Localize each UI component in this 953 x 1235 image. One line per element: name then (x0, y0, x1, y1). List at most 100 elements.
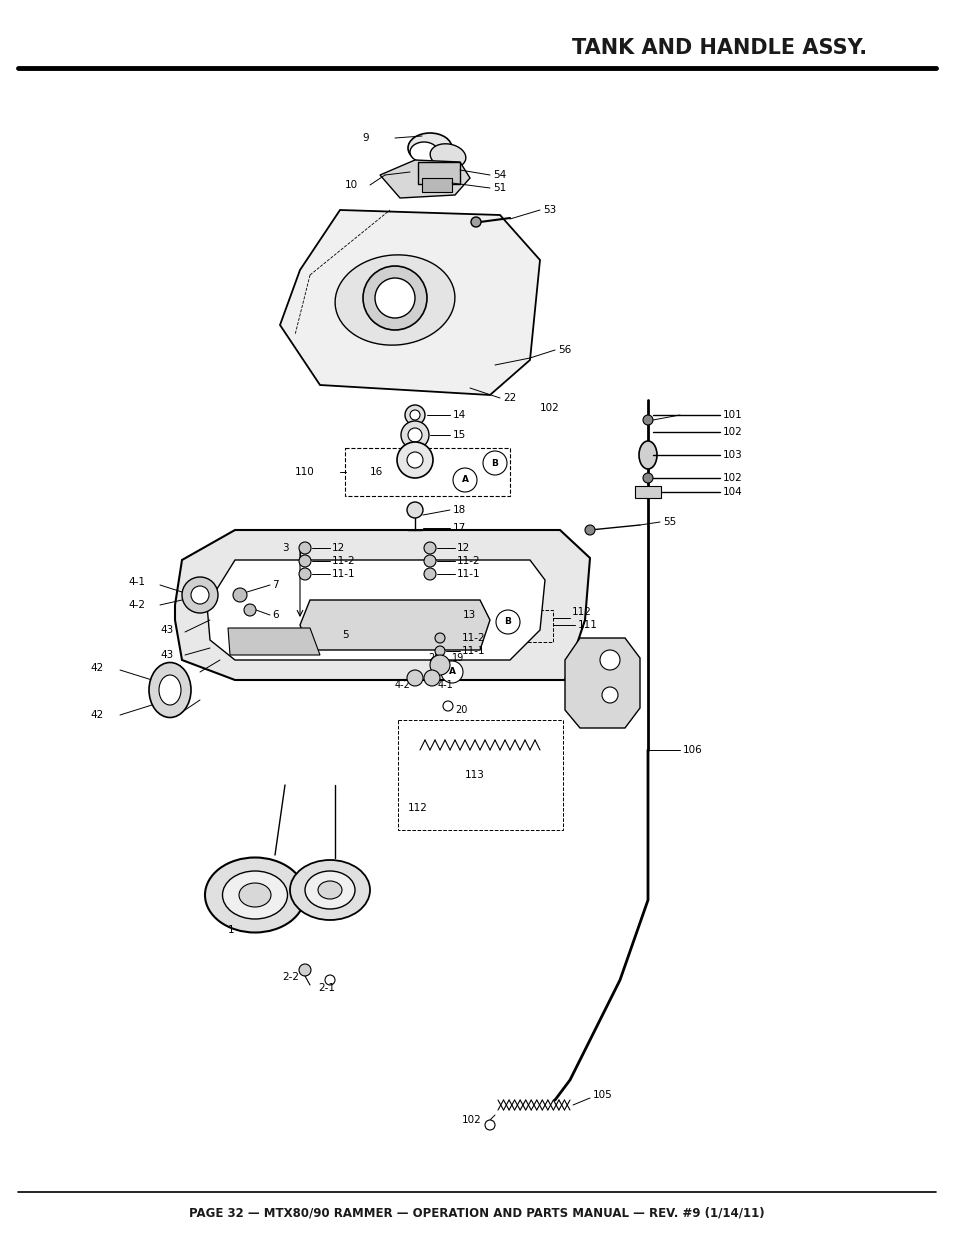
Text: 43: 43 (160, 625, 173, 635)
Text: 102: 102 (539, 403, 559, 412)
Polygon shape (207, 559, 544, 659)
Text: PAGE 32 — MTX80/90 RAMMER — OPERATION AND PARTS MANUAL — REV. #9 (1/14/11): PAGE 32 — MTX80/90 RAMMER — OPERATION AN… (189, 1207, 764, 1219)
Text: 4-2: 4-2 (395, 680, 411, 690)
Circle shape (298, 555, 311, 567)
Text: 9: 9 (361, 133, 368, 143)
Circle shape (396, 442, 433, 478)
Circle shape (375, 278, 415, 317)
Circle shape (442, 701, 453, 711)
Text: 19: 19 (452, 653, 464, 663)
Circle shape (642, 473, 652, 483)
Circle shape (482, 451, 506, 475)
Circle shape (484, 1120, 495, 1130)
Text: 55: 55 (662, 517, 676, 527)
Text: 51: 51 (493, 183, 506, 193)
Ellipse shape (639, 441, 657, 469)
Circle shape (435, 646, 444, 656)
Text: 4-2: 4-2 (128, 600, 145, 610)
Circle shape (423, 671, 439, 685)
Ellipse shape (290, 860, 370, 920)
Circle shape (453, 468, 476, 492)
Text: 5: 5 (341, 630, 348, 640)
Text: 112: 112 (408, 803, 428, 813)
Circle shape (298, 568, 311, 580)
Text: 4-1: 4-1 (128, 577, 145, 587)
Text: 2-1: 2-1 (317, 983, 335, 993)
Circle shape (599, 650, 619, 671)
Polygon shape (564, 638, 639, 727)
Circle shape (298, 965, 311, 976)
Text: 12: 12 (332, 543, 345, 553)
Circle shape (642, 415, 652, 425)
Text: 111: 111 (578, 620, 598, 630)
Ellipse shape (335, 254, 455, 345)
Circle shape (407, 501, 422, 517)
Circle shape (298, 542, 311, 555)
Circle shape (423, 555, 436, 567)
Circle shape (405, 405, 424, 425)
Circle shape (423, 542, 436, 555)
Circle shape (325, 974, 335, 986)
Text: 41: 41 (154, 703, 168, 713)
Ellipse shape (408, 133, 452, 163)
Text: 11-1: 11-1 (332, 569, 355, 579)
Ellipse shape (205, 857, 305, 932)
Circle shape (191, 585, 209, 604)
Text: 54: 54 (493, 170, 506, 180)
Text: 13: 13 (462, 610, 476, 620)
Ellipse shape (149, 662, 191, 718)
Text: 20: 20 (455, 705, 467, 715)
Circle shape (496, 610, 519, 634)
Text: 6: 6 (272, 610, 278, 620)
Text: 102: 102 (722, 427, 742, 437)
Circle shape (408, 429, 421, 442)
Circle shape (407, 671, 422, 685)
Text: 105: 105 (593, 1091, 612, 1100)
Text: B: B (504, 618, 511, 626)
Text: 11-2: 11-2 (461, 634, 485, 643)
Text: 2-2: 2-2 (282, 972, 298, 982)
Text: A: A (448, 667, 455, 677)
Text: 101: 101 (722, 410, 742, 420)
Text: 7: 7 (272, 580, 278, 590)
Bar (421, 178, 452, 191)
Circle shape (440, 661, 462, 683)
Text: 43: 43 (160, 650, 173, 659)
Text: 113: 113 (464, 769, 484, 781)
Ellipse shape (222, 871, 287, 919)
Text: 17: 17 (453, 522, 466, 534)
Text: 102: 102 (722, 473, 742, 483)
Circle shape (423, 568, 436, 580)
Circle shape (435, 634, 444, 643)
Text: TANK AND HANDLE ASSY.: TANK AND HANDLE ASSY. (572, 38, 866, 58)
Text: 12: 12 (456, 543, 470, 553)
Bar (635, 487, 660, 498)
Text: A: A (461, 475, 468, 484)
Text: 103: 103 (722, 450, 742, 459)
Text: B: B (491, 458, 497, 468)
Ellipse shape (159, 676, 181, 705)
Text: 22: 22 (502, 393, 516, 403)
Polygon shape (379, 161, 470, 198)
Text: 11-2: 11-2 (456, 556, 480, 566)
Bar (345, 448, 510, 496)
Ellipse shape (239, 883, 271, 906)
Circle shape (363, 266, 427, 330)
Polygon shape (299, 600, 490, 650)
Text: 106: 106 (682, 745, 702, 755)
Ellipse shape (305, 871, 355, 909)
Circle shape (410, 410, 419, 420)
Text: 1: 1 (228, 925, 234, 935)
Circle shape (244, 604, 255, 616)
Circle shape (584, 525, 595, 535)
Ellipse shape (317, 881, 341, 899)
Bar (397, 720, 562, 830)
Text: 104: 104 (722, 487, 742, 496)
Text: 10: 10 (345, 180, 357, 190)
Text: 11-1: 11-1 (461, 646, 485, 656)
Text: 18: 18 (453, 505, 466, 515)
Circle shape (400, 421, 429, 450)
Text: 56: 56 (558, 345, 571, 354)
Circle shape (430, 655, 450, 676)
Ellipse shape (430, 143, 465, 168)
